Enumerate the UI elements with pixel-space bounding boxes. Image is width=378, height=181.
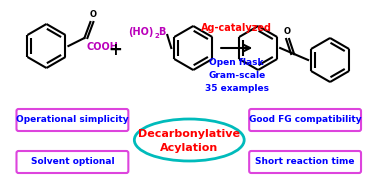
Text: Operational simplicity: Operational simplicity xyxy=(16,115,129,125)
Text: B: B xyxy=(158,27,166,37)
Text: O: O xyxy=(90,10,97,19)
Text: Decarbonylative: Decarbonylative xyxy=(138,129,240,139)
Text: Ag-catalyzed: Ag-catalyzed xyxy=(201,23,272,33)
Text: Good FG compatibility: Good FG compatibility xyxy=(249,115,361,125)
Text: 35 examples: 35 examples xyxy=(205,84,269,93)
FancyBboxPatch shape xyxy=(249,109,361,131)
Text: 2: 2 xyxy=(154,33,159,39)
FancyBboxPatch shape xyxy=(17,151,129,173)
Text: +: + xyxy=(108,41,122,59)
Text: COOH: COOH xyxy=(87,42,118,52)
Text: Gram-scale: Gram-scale xyxy=(208,71,265,80)
FancyBboxPatch shape xyxy=(249,151,361,173)
Text: Acylation: Acylation xyxy=(160,143,218,153)
Text: Short reaction time: Short reaction time xyxy=(256,157,355,167)
FancyBboxPatch shape xyxy=(17,109,129,131)
Text: (HO): (HO) xyxy=(129,27,154,37)
Text: Solvent optional: Solvent optional xyxy=(31,157,114,167)
Text: O: O xyxy=(284,27,291,36)
Text: Open flask: Open flask xyxy=(209,58,264,67)
